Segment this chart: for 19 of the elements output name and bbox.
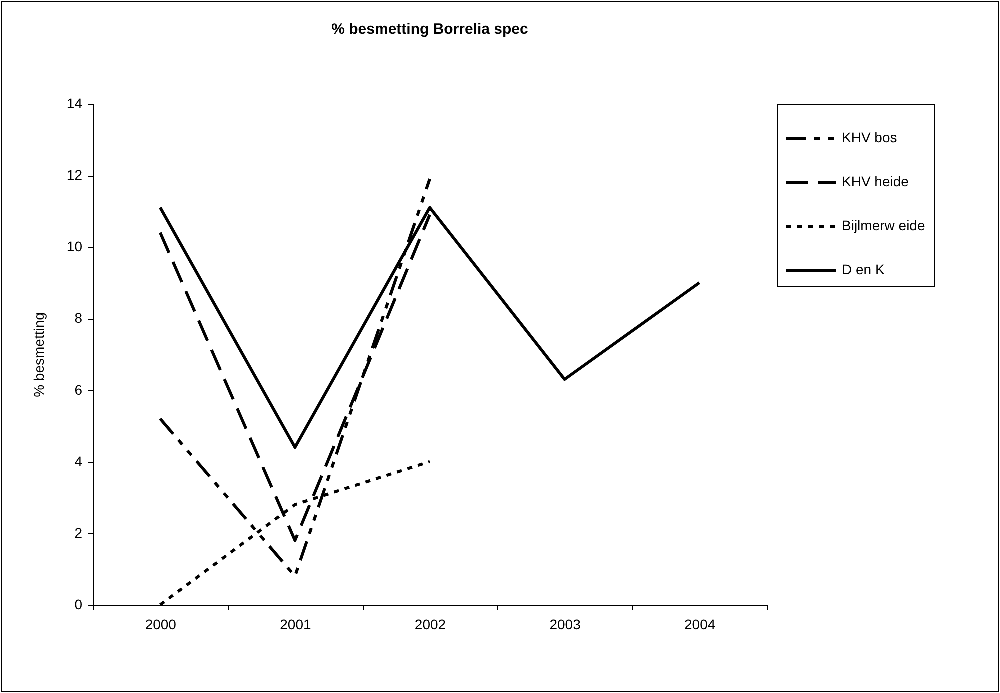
x-tick-label: 2001 xyxy=(280,616,312,632)
y-tick-label: 10 xyxy=(66,238,83,255)
chart-title: % besmetting Borrelia spec xyxy=(332,21,528,38)
y-tick-label: 4 xyxy=(74,453,83,470)
y-tick-label: 14 xyxy=(66,96,83,112)
legend-label: D en K xyxy=(842,262,886,278)
x-tick-label: 2003 xyxy=(550,616,582,632)
legend-label: KHV bos xyxy=(842,130,898,146)
y-axis-title: % besmetting xyxy=(30,312,47,398)
legend-label: KHV heide xyxy=(842,174,910,190)
x-tick-label: 2002 xyxy=(414,616,446,632)
y-tick-label: 2 xyxy=(74,524,83,541)
y-tick-label: 6 xyxy=(74,382,83,398)
x-tick-label: 2004 xyxy=(684,616,716,632)
legend-label: Bijlmerw eide xyxy=(842,218,926,234)
y-tick-label: 12 xyxy=(66,167,83,184)
y-tick-label: 0 xyxy=(74,596,83,612)
y-tick-label: 8 xyxy=(74,310,83,326)
x-tick-label: 2000 xyxy=(145,616,177,632)
